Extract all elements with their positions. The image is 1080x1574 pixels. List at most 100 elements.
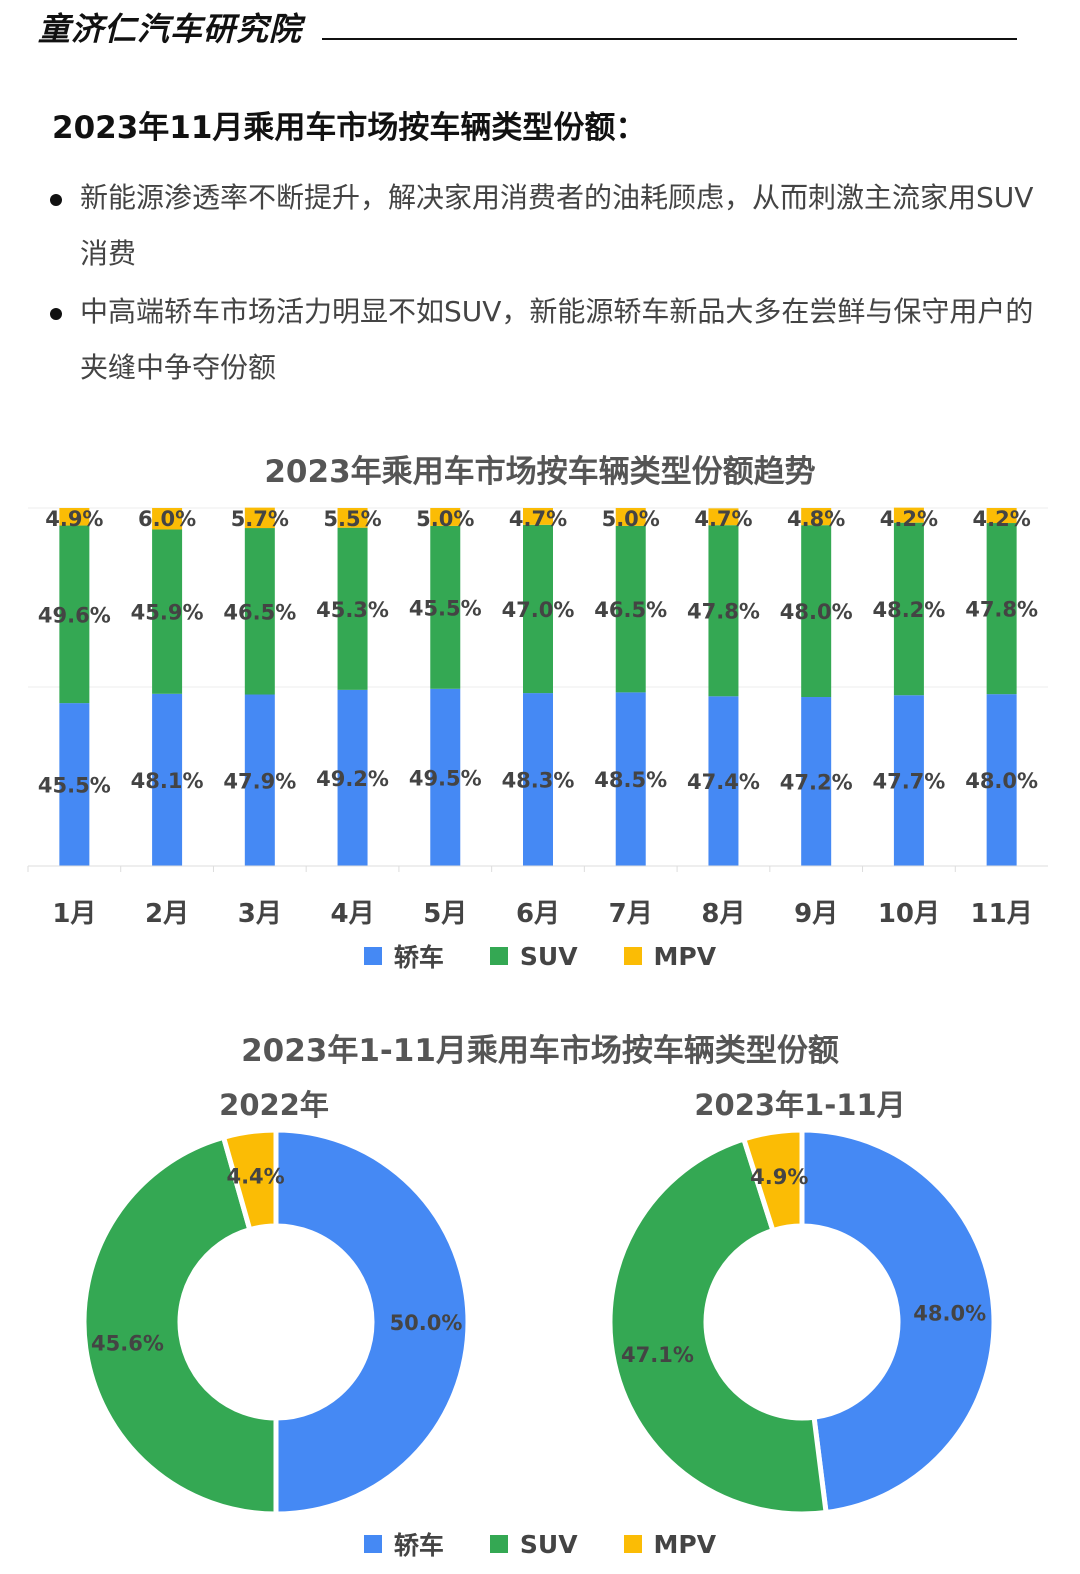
- data-label-mpv: 4.7%: [694, 507, 752, 531]
- donut-label-suv: 45.6%: [91, 1332, 164, 1356]
- donut-slice-suv: [81, 1134, 279, 1517]
- data-label-sedan: 48.0%: [965, 769, 1038, 793]
- pie-2023-title: 2023年1-11月: [694, 1088, 906, 1122]
- data-label-sedan: 48.5%: [594, 768, 667, 792]
- data-label-sedan: 48.1%: [131, 769, 204, 793]
- brand-title: 童济仁汽车研究院: [38, 10, 303, 48]
- data-label-sedan: 47.7%: [872, 770, 945, 794]
- data-label-mpv: 4.9%: [45, 507, 103, 531]
- legend-label-suv: SUV: [519, 941, 578, 971]
- data-label-sedan: 47.2%: [780, 771, 853, 795]
- donut-label-sedan: 50.0%: [390, 1311, 463, 1335]
- data-label-mpv: 5.0%: [602, 507, 660, 531]
- bullet-list: 新能源渗透率不断提升，解决家用消费者的油耗顾虑，从而刺激主流家用SUV消费 中高…: [50, 170, 1040, 398]
- legend-swatch-suv: [489, 1535, 508, 1553]
- bar-suv: [337, 527, 368, 690]
- legend-item-mpv: MPV: [623, 938, 717, 974]
- bullet-text: 中高端轿车市场活力明显不如SUV，新能源轿车新品大多在尝鲜与保守用户的夹缝中争夺…: [80, 295, 1034, 384]
- x-tick-label: 1月: [52, 899, 96, 929]
- donut-label-suv: 47.1%: [621, 1343, 694, 1367]
- x-tick-label: 11月: [971, 899, 1033, 929]
- data-label-suv: 46.5%: [594, 598, 667, 622]
- bar-chart-title: 2023年乘用车市场按车辆类型份额趋势: [264, 454, 816, 490]
- data-label-sedan: 49.2%: [316, 767, 389, 791]
- bar-sedan: [893, 695, 924, 866]
- data-label-suv: 47.8%: [965, 598, 1038, 622]
- bar-sedan: [244, 694, 275, 866]
- data-label-sedan: 49.5%: [409, 766, 482, 790]
- bar-mpv: [337, 508, 368, 528]
- x-tick-label: 2月: [145, 899, 189, 929]
- data-label-sedan: 47.4%: [687, 770, 760, 794]
- legend-swatch-sedan: [363, 947, 382, 965]
- bar-mpv: [244, 507, 275, 529]
- legend-item-mpv: MPV: [623, 1526, 717, 1562]
- donut-slice-suv: [607, 1135, 829, 1517]
- data-label-mpv: 5.7%: [231, 507, 289, 531]
- x-tick-label: 5月: [423, 899, 467, 929]
- bar-suv: [708, 525, 739, 697]
- data-label-suv: 45.3%: [316, 598, 389, 622]
- legend-label-sedan: 轿车: [393, 943, 444, 972]
- bar-mpv: [708, 508, 739, 526]
- donut-label-sedan: 48.0%: [913, 1302, 986, 1326]
- data-label-mpv: 5.5%: [323, 507, 381, 531]
- bar-suv: [801, 525, 832, 698]
- data-label-mpv: 4.8%: [787, 507, 845, 531]
- x-tick-label: 6月: [516, 899, 560, 929]
- brand-divider: [322, 38, 1017, 40]
- x-tick-label: 3月: [238, 899, 282, 929]
- data-label-suv: 45.9%: [131, 601, 204, 625]
- legend-swatch-sedan: [363, 1535, 382, 1553]
- donut-slice-mpv: [220, 1127, 279, 1233]
- bar-sedan: [615, 692, 646, 866]
- data-label-suv: 45.5%: [409, 596, 482, 620]
- legend-item-suv: SUV: [489, 938, 578, 974]
- donut-label-mpv: 4.4%: [226, 1164, 284, 1188]
- data-label-mpv: 4.2%: [973, 507, 1031, 531]
- legend-label-suv: SUV: [519, 1529, 578, 1559]
- bar-mpv: [801, 508, 832, 526]
- bullet-dot-icon: [50, 194, 62, 206]
- data-label-mpv: 4.2%: [880, 507, 938, 531]
- bar-mpv: [893, 507, 924, 523]
- bar-suv: [152, 529, 183, 694]
- donut-slice-sedan: [273, 1127, 471, 1517]
- donut-slice-sedan: [799, 1127, 997, 1516]
- bar-sedan: [59, 703, 90, 866]
- bullet-text: 新能源渗透率不断提升，解决家用消费者的油耗顾虑，从而刺激主流家用SUV消费: [80, 181, 1034, 270]
- x-tick-label: 7月: [609, 899, 653, 929]
- legend-swatch-suv: [489, 947, 508, 965]
- data-label-sedan: 47.9%: [223, 769, 296, 793]
- legend-swatch-mpv: [623, 947, 642, 965]
- bar-mpv: [986, 508, 1017, 524]
- legend-swatch-mpv: [623, 1535, 642, 1553]
- pie-2022-title: 2022年: [219, 1088, 329, 1122]
- bar-sedan: [152, 693, 183, 866]
- bar-mpv: [59, 508, 90, 526]
- legend-item-sedan: 轿车: [363, 938, 444, 974]
- data-label-mpv: 4.7%: [509, 507, 567, 531]
- bar-sedan: [337, 689, 368, 866]
- pie-group-title: 2023年1-11月乘用车市场按车辆类型份额: [241, 1033, 839, 1069]
- donut-slice-mpv: [740, 1127, 805, 1234]
- x-tick-label: 10月: [878, 899, 940, 929]
- bar-sedan: [430, 688, 461, 866]
- data-label-sedan: 48.3%: [502, 769, 575, 793]
- legend-item-sedan: 轿车: [363, 1526, 444, 1562]
- bar-suv: [523, 524, 553, 694]
- donut-chart-2022: 50.0% 45.6% 4.4%: [81, 1127, 471, 1517]
- bar-mpv: [523, 508, 553, 525]
- bar-mpv: [615, 508, 646, 526]
- bar-chart: 45.5% 49.6% 4.9% 1月 48.1% 45.9% 6.0% 2月 47.9% 46.…: [27, 507, 1048, 929]
- legend-label-mpv: MPV: [653, 1529, 717, 1559]
- page-headline: 2023年11月乘用车市场按车辆类型份额：: [52, 110, 647, 146]
- legend-item-suv: SUV: [489, 1526, 578, 1562]
- pie-chart-legend: 轿车 SUV MPV: [0, 1526, 1080, 1562]
- donut-chart-2023: 48.0% 47.1% 4.9%: [607, 1127, 997, 1517]
- data-label-suv: 48.0%: [780, 600, 853, 624]
- data-label-suv: 48.2%: [872, 598, 945, 622]
- legend-label-mpv: MPV: [653, 941, 717, 971]
- bar-sedan: [523, 693, 553, 866]
- data-label-sedan: 45.5%: [38, 774, 111, 798]
